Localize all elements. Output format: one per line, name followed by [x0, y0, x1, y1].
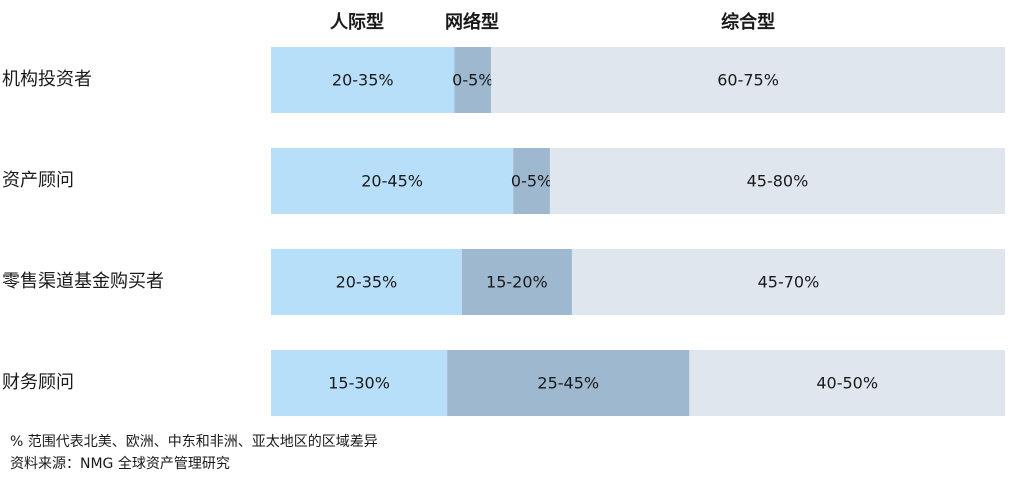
bar-segment-0-0 [271, 47, 455, 113]
legend-header-1: 网络型 [445, 11, 499, 33]
segment-label-3-2: 40-50% [816, 374, 878, 393]
bar-segment-0-2 [491, 47, 1005, 113]
segment-label-0-0: 20-35% [332, 71, 394, 90]
bar-segment-1-0 [271, 148, 514, 214]
segment-label-3-0: 15-30% [328, 374, 390, 393]
bar-segment-3-2 [689, 350, 1005, 416]
footnote-source: 资料来源：NMG 全球资产管理研究 [10, 456, 230, 472]
bar-segment-2-2 [571, 249, 1005, 315]
row-label-1: 资产顾问 [2, 170, 74, 191]
bar-segment-0-1 [454, 47, 492, 113]
row-label-3: 财务顾问 [2, 372, 74, 393]
legend-header-2: 综合型 [721, 11, 775, 33]
bar-segment-2-1 [461, 249, 572, 315]
footnote-range: % 范围代表北美、欧洲、中东和非洲、亚太地区的区域差异 [10, 434, 378, 450]
segment-label-3-1: 25-45% [537, 374, 599, 393]
bar-segment-1-2 [549, 148, 1005, 214]
bar-segment-1-1 [513, 148, 550, 214]
segment-label-1-1: 0-5% [511, 172, 552, 191]
row-label-0: 机构投资者 [2, 69, 92, 90]
segment-label-2-1: 15-20% [486, 273, 548, 292]
segment-label-0-2: 60-75% [717, 71, 779, 90]
segment-label-0-1: 0-5% [452, 71, 493, 90]
segment-label-1-0: 20-45% [361, 172, 423, 191]
row-label-2: 零售渠道基金购买者 [2, 271, 164, 292]
segment-label-2-2: 45-70% [758, 273, 820, 292]
bar-segment-3-1 [447, 350, 690, 416]
bar-segment-3-0 [271, 350, 448, 416]
segment-label-2-0: 20-35% [336, 273, 398, 292]
bar-segment-2-0 [271, 249, 462, 315]
legend-header-0: 人际型 [330, 11, 384, 33]
segment-label-1-2: 45-80% [747, 172, 809, 191]
